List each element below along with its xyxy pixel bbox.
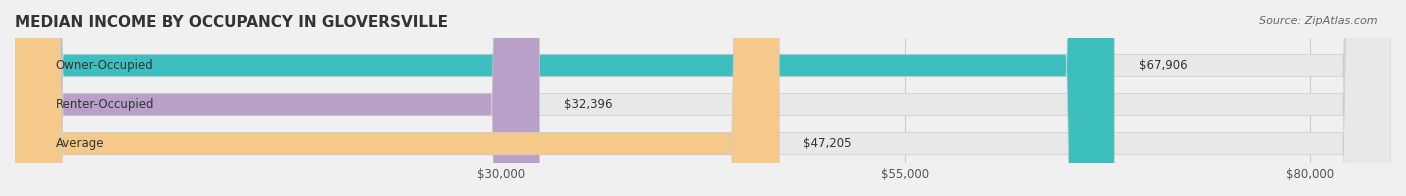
FancyBboxPatch shape [15,0,540,196]
FancyBboxPatch shape [15,0,1115,196]
Text: Average: Average [55,137,104,150]
Text: $47,205: $47,205 [803,137,852,150]
Text: $67,906: $67,906 [1139,59,1187,72]
Text: $32,396: $32,396 [564,98,612,111]
Text: MEDIAN INCOME BY OCCUPANCY IN GLOVERSVILLE: MEDIAN INCOME BY OCCUPANCY IN GLOVERSVIL… [15,15,449,30]
FancyBboxPatch shape [15,0,1391,196]
Text: Renter-Occupied: Renter-Occupied [55,98,155,111]
FancyBboxPatch shape [15,0,779,196]
Text: Source: ZipAtlas.com: Source: ZipAtlas.com [1260,16,1378,26]
FancyBboxPatch shape [15,0,1391,196]
Text: Owner-Occupied: Owner-Occupied [55,59,153,72]
FancyBboxPatch shape [15,0,1391,196]
